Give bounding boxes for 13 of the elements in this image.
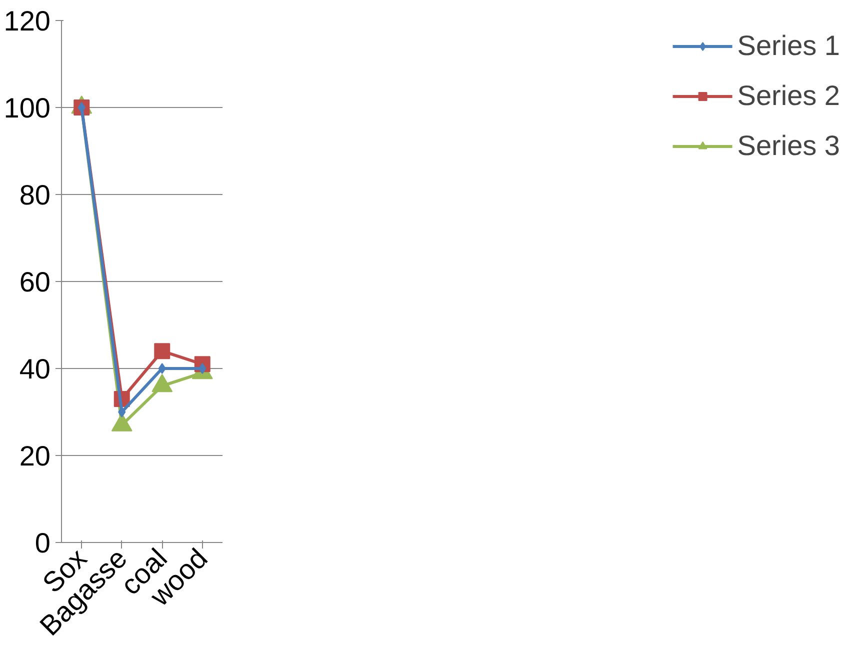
y-tick-label: 100	[4, 92, 50, 124]
y-tick-label: 80	[19, 180, 51, 210]
point	[158, 363, 166, 374]
y-tick-label: 60	[19, 266, 51, 298]
y-tick-label: 0	[34, 528, 51, 558]
y-tick-label: 20	[19, 440, 51, 472]
point	[154, 343, 170, 360]
point	[118, 406, 126, 418]
legend-label: Series 1	[737, 30, 840, 62]
legend-label: Series 2	[737, 80, 840, 112]
y-tick-label: 120	[4, 6, 50, 36]
legend-label: Series 3	[737, 130, 840, 162]
y-tick-label: 40	[19, 354, 51, 384]
